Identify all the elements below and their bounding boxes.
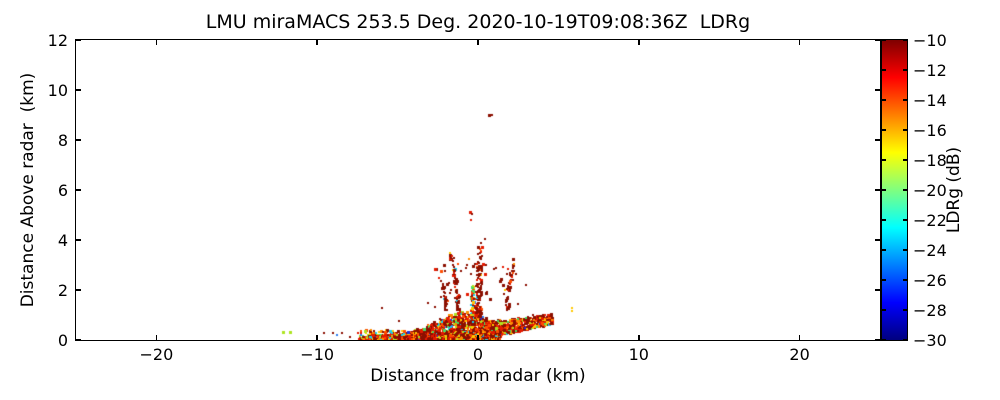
colorbar-gradient: [881, 39, 908, 341]
y-tick-label: 12: [47, 30, 68, 50]
x-axis-label: Distance from radar (km): [370, 366, 586, 386]
colorbar-tick-label: −30: [913, 330, 947, 350]
colorbar-tick-label: −22: [913, 210, 947, 230]
x-tick-label: −10: [300, 345, 335, 364]
y-tick-label: 2: [57, 280, 68, 300]
plot-title: LMU miraMACS 253.5 Deg. 2020-10-19T09:08…: [205, 11, 751, 33]
y-tick-label: 8: [57, 130, 68, 150]
y-tick-label: 0: [57, 330, 68, 350]
y-tick-label: 6: [57, 180, 68, 200]
colorbar-label: LDRg (dB): [944, 146, 964, 234]
colorbar-tick-label: −10: [913, 30, 947, 50]
x-tick-label: 20: [789, 345, 810, 364]
colorbar-tick-label: −28: [913, 300, 947, 320]
y-tick-label: 10: [47, 80, 68, 100]
colorbar-tick-label: −14: [913, 90, 947, 110]
colorbar-tick-label: −12: [913, 60, 947, 80]
scatter-canvas: [76, 40, 880, 340]
y-tick-label: 4: [57, 230, 68, 250]
colorbar-tick-label: −24: [913, 240, 947, 260]
colorbar-tick-label: −18: [913, 150, 947, 170]
x-tick-label: −20: [139, 345, 174, 364]
colorbar-tick-label: −26: [913, 270, 947, 290]
colorbar-tick-label: −20: [913, 180, 947, 200]
colorbar-tick-label: −16: [913, 120, 947, 140]
x-tick-label: 0: [472, 345, 484, 364]
x-tick-label: 10: [628, 345, 649, 364]
